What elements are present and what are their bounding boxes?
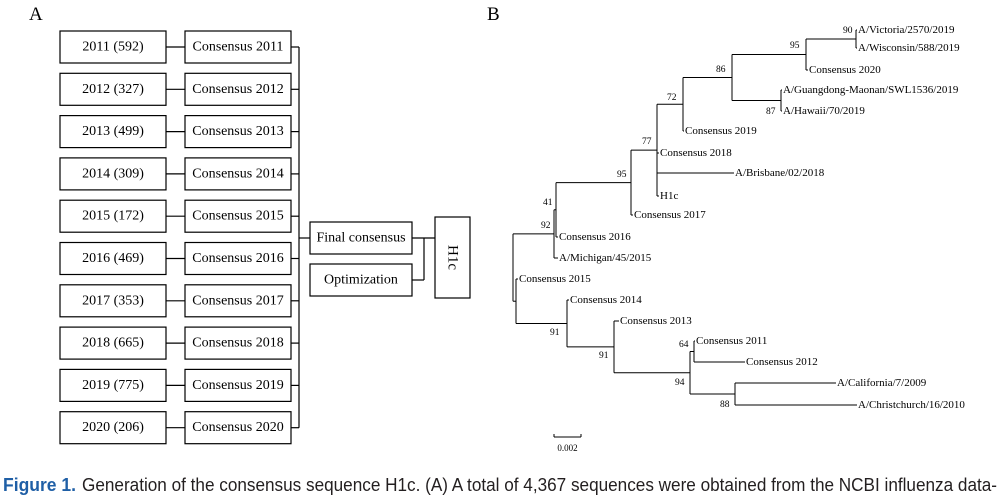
- tree-leaf-label: Consensus 2019: [685, 125, 757, 137]
- panel-a: A 2011 (592) Consensus 2011 2012 (327) Cons…: [29, 4, 471, 445]
- year-count-label: 2016 (469): [82, 251, 144, 266]
- bootstrap-value: 91: [550, 328, 560, 338]
- h1c-box: [434, 216, 471, 299]
- year-count-box: [59, 284, 167, 318]
- year-row: 2012 (327) Consensus 2012: [59, 72, 299, 106]
- consensus-label: Consensus 2020: [192, 420, 283, 435]
- bootstrap-value: 88: [720, 400, 730, 410]
- year-rows: 2011 (592) Consensus 2011 2012 (327) Consen…: [59, 30, 299, 445]
- consensus-box: [184, 284, 292, 318]
- tree-leaf-label: A/California/7/2009: [837, 377, 927, 389]
- year-row: 2015 (172) Consensus 2015: [59, 199, 299, 233]
- tree-leaf-label: A/Wisconsin/588/2019: [858, 42, 960, 54]
- bootstrap-value: 95: [617, 170, 627, 180]
- phylogenetic-tree: [512, 29, 857, 406]
- year-count-label: 2011 (592): [82, 40, 144, 55]
- tree-leaf-label: A/Hawaii/70/2019: [783, 105, 865, 117]
- final-consensus-box: [309, 221, 413, 255]
- year-count-label: 2019 (775): [82, 378, 144, 393]
- year-row: 2013 (499) Consensus 2013: [59, 114, 299, 149]
- consensus-label: Consensus 2018: [192, 336, 283, 351]
- year-count-box: [59, 241, 167, 276]
- tree-leaf-label: A/Victoria/2570/2019: [858, 24, 955, 36]
- year-count-box: [59, 199, 167, 233]
- year-row: 2017 (353) Consensus 2017: [59, 284, 299, 318]
- consensus-label: Consensus 2014: [192, 166, 283, 181]
- consensus-label: Consensus 2019: [192, 378, 283, 393]
- consensus-label: Consensus 2017: [192, 293, 283, 308]
- panel-b: B A/Victoria/2570/2019 A/Wisconsin/588/20…: [487, 4, 965, 453]
- year-row: 2018 (665) Consensus 2018: [59, 326, 299, 360]
- consensus-box: [184, 72, 292, 106]
- caption-text: Generation of the consensus sequence H1c…: [82, 475, 997, 495]
- consensus-box: [184, 199, 292, 233]
- figure-caption: Figure 1. Generation of the consensus se…: [3, 475, 997, 495]
- year-count-box: [59, 30, 167, 64]
- bootstrap-value: 94: [675, 378, 685, 388]
- tree-leaf-label: Consensus 2020: [809, 64, 881, 76]
- scale-bar: 0.002: [553, 434, 582, 453]
- bootstrap-value: 86: [716, 65, 726, 75]
- bootstrap-value: 87: [766, 107, 776, 117]
- bootstrap-values: 90 95 86 72 87 77 95 41 92 91 64 91 94 88: [541, 26, 853, 410]
- consensus-box: [184, 30, 292, 64]
- year-count-label: 2013 (499): [82, 124, 144, 139]
- panel-a-label: A: [29, 4, 43, 25]
- tree-leaf-label: A/Christchurch/16/2010: [858, 399, 965, 411]
- h1c-label: H1c: [445, 245, 461, 270]
- year-count-label: 2017 (353): [82, 293, 144, 308]
- scale-bar-label: 0.002: [557, 443, 577, 453]
- consensus-label: Consensus 2015: [192, 209, 283, 224]
- year-count-box: [59, 157, 167, 191]
- tree-leaf-label: Consensus 2014: [570, 294, 642, 306]
- year-count-label: 2014 (309): [82, 166, 144, 181]
- year-row: 2016 (469) Consensus 2016: [59, 241, 299, 276]
- tree-leaf-label: A/Michigan/45/2015: [559, 252, 652, 264]
- panel-b-label: B: [487, 4, 500, 25]
- tree-leaf-label: A/Brisbane/02/2018: [735, 167, 825, 179]
- tree-leaf-label: Consensus 2015: [519, 273, 591, 285]
- year-count-label: 2015 (172): [82, 209, 144, 224]
- consensus-label: Consensus 2012: [192, 82, 283, 97]
- tree-leaf-label: Consensus 2018: [660, 147, 732, 159]
- bootstrap-value: 41: [543, 198, 553, 208]
- year-count-label: 2018 (665): [82, 336, 144, 351]
- consensus-box: [184, 241, 292, 276]
- year-count-box: [59, 411, 167, 445]
- year-row: 2019 (775) Consensus 2019: [59, 368, 299, 402]
- tree-leaf-label: Consensus 2011: [696, 335, 767, 347]
- year-row: 2020 (206) Consensus 2020: [59, 411, 299, 445]
- consensus-box: [184, 411, 292, 445]
- consensus-label: Consensus 2011: [193, 40, 284, 55]
- year-count-box: [59, 326, 167, 360]
- optimization-label: Optimization: [324, 273, 398, 288]
- year-count-label: 2012 (327): [82, 82, 144, 97]
- tree-leaf-label: Consensus 2017: [634, 209, 706, 221]
- bootstrap-value: 92: [541, 221, 551, 231]
- optimization-box: [309, 263, 413, 297]
- year-count-box: [59, 72, 167, 106]
- consensus-box: [184, 368, 292, 402]
- bootstrap-value: 90: [843, 26, 853, 36]
- bootstrap-value: 77: [642, 137, 652, 147]
- tree-leaf-label: Consensus 2012: [746, 356, 818, 368]
- tree-leaf-label: Consensus 2013: [620, 315, 692, 327]
- tree-leaf-label: A/Guangdong-Maonan/SWL1536/2019: [783, 84, 959, 96]
- caption-label: Figure 1.: [3, 475, 76, 495]
- bootstrap-value: 72: [667, 93, 677, 103]
- tree-leaf-label: Consensus 2016: [559, 231, 631, 243]
- year-row: 2014 (309) Consensus 2014: [59, 157, 299, 191]
- bootstrap-value: 95: [790, 41, 800, 51]
- year-row: 2011 (592) Consensus 2011: [59, 30, 299, 64]
- bootstrap-value: 91: [599, 351, 609, 361]
- bootstrap-value: 64: [679, 340, 689, 350]
- consensus-label: Consensus 2016: [192, 251, 283, 266]
- year-count-label: 2020 (206): [82, 420, 144, 435]
- tree-leaf-labels: A/Victoria/2570/2019 A/Wisconsin/588/2019…: [519, 24, 965, 411]
- tree-leaf-label: H1c: [660, 190, 678, 202]
- consensus-label: Consensus 2013: [192, 124, 283, 139]
- final-consensus-label: Final consensus: [316, 231, 405, 246]
